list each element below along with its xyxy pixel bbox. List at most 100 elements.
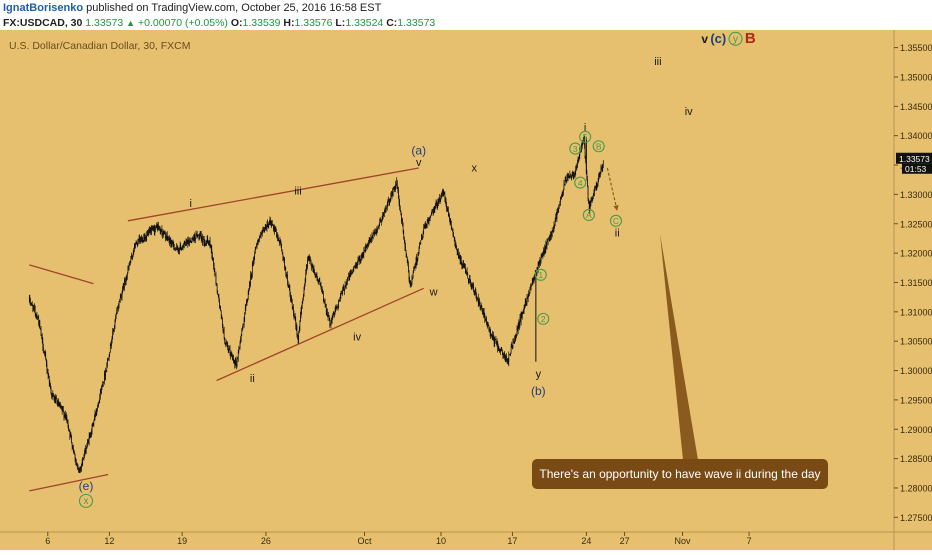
candle-body <box>152 227 154 230</box>
candle-body <box>314 272 315 275</box>
candle-body <box>37 317 38 319</box>
candle-body <box>58 404 60 406</box>
candle-body <box>258 240 260 241</box>
candle-body <box>441 194 442 197</box>
y-tick-label: 1.35500 <box>900 43 932 53</box>
candle-body <box>595 186 596 188</box>
candle-body <box>263 230 265 232</box>
candle-body <box>444 193 446 200</box>
candle-body <box>311 265 312 268</box>
candle-body <box>429 217 430 221</box>
candle-body <box>308 255 310 261</box>
candle-body <box>219 305 221 308</box>
candle-body <box>333 313 335 316</box>
candle-body <box>273 227 275 230</box>
candle-body <box>374 232 376 233</box>
candle-body <box>41 335 43 340</box>
candle-body <box>529 292 530 293</box>
callout-pointer <box>660 234 698 460</box>
candle-body <box>235 360 237 365</box>
candle-body <box>438 198 440 203</box>
candle-body <box>84 448 86 454</box>
candle-body <box>173 246 175 250</box>
candle-body <box>378 225 380 228</box>
candle-body <box>388 200 390 202</box>
candle-body <box>592 197 594 200</box>
candle-body <box>421 237 423 240</box>
candle-body <box>467 272 469 279</box>
candle-body <box>509 354 510 356</box>
candle-body <box>31 302 33 306</box>
candle-body <box>522 312 523 317</box>
candle-body <box>232 355 233 359</box>
candle-body <box>303 289 305 297</box>
candle-body <box>307 259 309 260</box>
candle-body <box>491 334 493 336</box>
candle-body <box>356 265 358 268</box>
wave-label-circled: C <box>613 216 619 226</box>
candle-body <box>44 351 45 354</box>
candle-body <box>430 214 432 217</box>
candle-body <box>544 247 546 252</box>
candle-body <box>209 240 210 245</box>
candle-body <box>501 349 503 351</box>
candle-body <box>74 453 76 460</box>
candle-body <box>441 192 443 195</box>
candle-body <box>168 238 170 240</box>
wave-label-circle <box>609 214 623 227</box>
author-name[interactable]: IgnatBorisenko <box>3 2 84 14</box>
x-tick-label: 24 <box>581 536 591 546</box>
candle-body <box>369 239 371 241</box>
candle-body <box>496 341 498 345</box>
candle-body <box>493 335 494 339</box>
candle-body <box>409 281 411 286</box>
candle-body <box>164 233 166 234</box>
candle-body <box>396 180 398 190</box>
projection-arrow-layer <box>606 167 619 211</box>
candle-body <box>251 274 253 276</box>
candle-body <box>520 313 522 322</box>
candle-body <box>416 259 418 262</box>
candle-body <box>92 423 94 424</box>
candle-body <box>409 279 410 282</box>
candle-body <box>404 238 405 242</box>
candle-body <box>315 275 317 277</box>
candle-body <box>284 259 285 269</box>
candle-body <box>588 199 589 204</box>
candle-body <box>198 234 200 240</box>
wave-label-circled: x <box>83 496 88 507</box>
candle-body <box>485 318 487 321</box>
candle-body <box>558 204 560 207</box>
candle-body <box>539 260 540 266</box>
candle-body <box>174 248 176 250</box>
candle-body <box>281 250 283 255</box>
candle-body <box>49 383 51 385</box>
candle-body <box>86 446 88 449</box>
candle-body <box>577 158 579 162</box>
candle-body <box>223 329 224 332</box>
candle-body <box>386 207 388 209</box>
candle-body <box>465 267 466 272</box>
candle-body <box>360 258 362 260</box>
price-chart[interactable]: U.S. Dollar/Canadian Dollar, 30, FXCM ii… <box>0 30 932 550</box>
candle-body <box>485 319 486 321</box>
candle-body <box>148 230 150 233</box>
candle-body <box>486 318 487 325</box>
candle-body <box>224 337 226 344</box>
candle-body <box>68 427 69 431</box>
candle-body <box>554 224 555 226</box>
candle-body <box>243 323 244 325</box>
candle-body <box>188 239 189 242</box>
candle-body <box>385 208 386 213</box>
candle-body <box>288 285 290 288</box>
candle-body <box>210 244 211 247</box>
candle-body <box>213 265 215 269</box>
candle-body <box>369 239 371 241</box>
candle-body <box>343 287 345 292</box>
candle-body <box>387 200 389 203</box>
candle-body <box>88 440 89 443</box>
wave-label-circle <box>569 142 582 155</box>
candle-body <box>384 208 386 213</box>
candle-body <box>345 282 347 286</box>
